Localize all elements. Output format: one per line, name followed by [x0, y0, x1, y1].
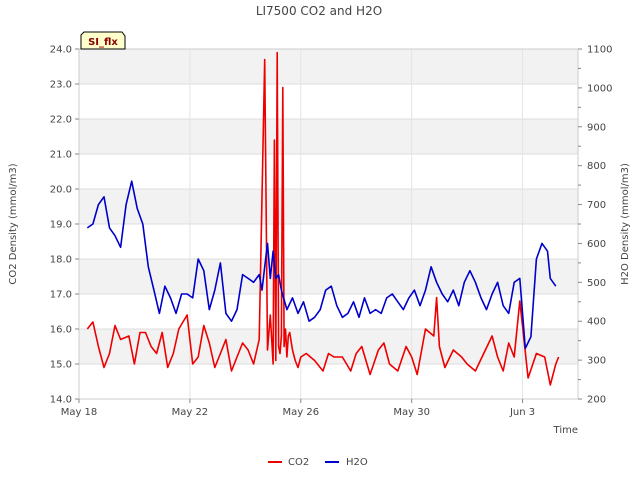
left-tick-label: 24.0 [50, 45, 72, 56]
left-tick-label: 22.0 [50, 115, 72, 126]
right-axis: 200 300 400 500 600 700 800 900 1000 1100 [578, 45, 612, 406]
series-line-h2o [86, 180, 557, 350]
right-tick-label: 300 [587, 356, 606, 367]
right-tick-label: 1100 [587, 45, 612, 56]
plot-band [79, 84, 578, 119]
plot-band [79, 189, 578, 224]
legend-label-h2o: H2O [346, 457, 368, 468]
plot-bands [78, 48, 578, 400]
plot-band [79, 364, 578, 399]
right-tick-label: 1000 [587, 83, 612, 94]
plot-band [79, 119, 578, 154]
right-tick-label: 600 [587, 239, 606, 250]
left-tick-label: 19.0 [50, 220, 72, 231]
x-axis-label: Time [553, 425, 578, 436]
left-tick-label: 23.0 [50, 80, 72, 91]
y-axis-label-left: CO2 Density (mmol/m3) [8, 163, 19, 284]
plot-band [79, 224, 578, 259]
right-tick-label: 700 [587, 200, 606, 211]
plot-band [79, 329, 578, 364]
chart-title: LI7500 CO2 and H2O [256, 4, 382, 18]
badge-shape [80, 31, 126, 50]
legend-label-co2: CO2 [288, 457, 309, 468]
right-tick-label: 800 [587, 161, 606, 172]
left-axis: 14.0 15.0 16.0 17.0 18.0 19.0 20.0 21.0 22.0 23.0… [50, 45, 79, 406]
series-line-co2 [86, 51, 560, 386]
x-tick-label: May 18 [61, 407, 98, 418]
legend: CO2 H2O [268, 457, 368, 468]
left-tick-label: 21.0 [50, 150, 72, 161]
left-tick-label: 20.0 [50, 185, 72, 196]
right-tick-label: 200 [587, 395, 606, 406]
plot-band [79, 49, 578, 84]
x-axis: May 18 May 22 May 26 May 30 Jun 3 [61, 399, 535, 418]
x-tick-label: May 22 [172, 407, 209, 418]
plot-band [79, 294, 578, 329]
series-layer [86, 51, 560, 386]
badge: SI_flx [80, 31, 126, 50]
right-tick-label: 400 [587, 317, 606, 328]
left-tick-label: 16.0 [50, 325, 72, 336]
badge-label: SI_flx [88, 37, 118, 48]
x-tick-label: Jun 3 [509, 407, 535, 418]
right-tick-label: 900 [587, 122, 606, 133]
left-tick-label: 17.0 [50, 290, 72, 301]
left-tick-label: 14.0 [50, 395, 72, 406]
x-tick-label: May 30 [393, 407, 430, 418]
right-tick-label: 500 [587, 278, 606, 289]
x-tick-label: May 26 [282, 407, 319, 418]
left-tick-label: 15.0 [50, 360, 72, 371]
y-axis-label-right: H2O Density (mmol/m3) [620, 163, 631, 285]
plot-band [79, 154, 578, 189]
left-tick-label: 18.0 [50, 255, 72, 266]
